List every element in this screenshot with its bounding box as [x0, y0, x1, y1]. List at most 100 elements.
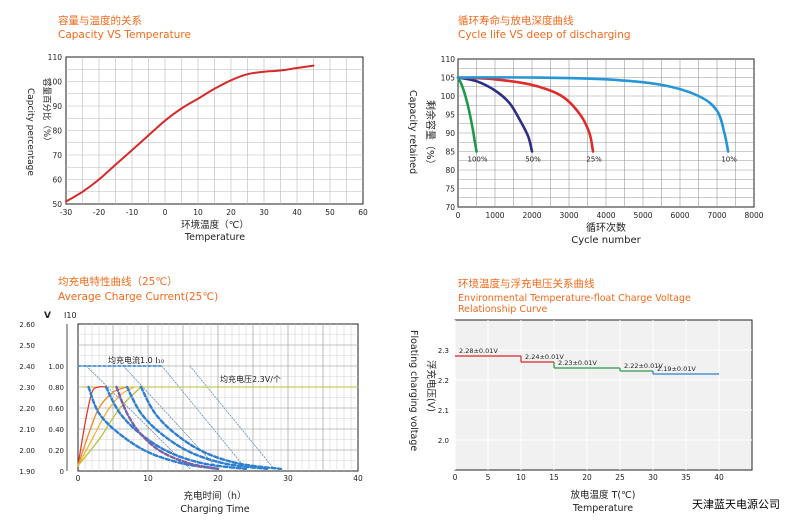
- x-tick-label: 8000: [744, 211, 763, 220]
- envelope-line: [189, 365, 275, 470]
- y-tick-label: 2.3: [438, 347, 449, 355]
- y-tick-label: 90: [52, 102, 62, 111]
- y-axis-label-cn: 剩余容量（%）: [424, 100, 437, 170]
- x-tick-label: 20: [582, 473, 592, 482]
- y-axis-label-cn: 容量百分比（%）: [41, 78, 52, 146]
- x-axis-label-en: Temperature: [572, 503, 633, 514]
- series-label: 10%: [721, 156, 737, 164]
- voltage-tick-label: 2.20: [19, 405, 35, 413]
- chart2-title-en: Cycle life VS deep of discharging: [458, 29, 631, 41]
- y-tick-label: 75: [445, 185, 455, 194]
- y-tick-label: 60: [52, 176, 62, 185]
- current-tick-label: 0.80: [48, 384, 64, 392]
- capacity-curve: [65, 64, 315, 203]
- x-tick-label: 10: [516, 473, 526, 482]
- voltage-axis-label: V: [44, 311, 51, 321]
- x-tick-label: 4000: [596, 211, 615, 220]
- x-tick-label: 5: [486, 473, 491, 482]
- x-tick-label: 6000: [670, 211, 689, 220]
- x-tick-label: 40: [353, 474, 363, 483]
- x-tick-label: 20: [213, 474, 223, 483]
- voltage-tick-label: 2.00: [19, 447, 35, 455]
- chart4-title-cn: 环境温度与浮充电压关系曲线: [458, 278, 595, 290]
- x-tick-label: 40: [714, 473, 724, 482]
- annotation-current: 均充电流1.0 I₁₀: [108, 355, 164, 365]
- x-tick-label: 7000: [707, 211, 726, 220]
- current-tick-label: 1.00: [48, 363, 64, 371]
- chart1-capacity-temperature: -30 -20 -10 0 10 20 30 40 50 60 50 60 70 80 90 100 110 环境…: [25, 53, 368, 243]
- x-tick-label: 10: [143, 474, 153, 483]
- company-name: 天津蓝天电源公司: [692, 498, 780, 511]
- x-tick-label: 0: [456, 211, 461, 220]
- voltage-tick-label: 2.30: [19, 384, 35, 392]
- y-tick-label: 70: [445, 203, 455, 212]
- y-tick-label: 105: [441, 74, 456, 83]
- envelope-line: [86, 365, 191, 470]
- x-tick-label: 25: [615, 473, 625, 482]
- cycle-curve-25pct: [456, 76, 595, 153]
- y-tick-label: 80: [445, 166, 455, 175]
- x-tick-label: 0: [76, 474, 81, 483]
- chart1-title-en: Capacity VS Temperature: [58, 29, 191, 41]
- plot-area: [454, 319, 753, 471]
- cycle-curve-10pct: [456, 76, 730, 153]
- chart3-average-charge: 0 10 20 30 40 2.60 2.50 2.40 2.30 2.20 2.10 2.00 1.9…: [19, 311, 363, 515]
- x-axis-label-cn: 循环次数: [586, 221, 626, 234]
- x-tick-label: 30: [648, 473, 658, 482]
- x-tick-label: 3000: [559, 211, 578, 220]
- current-tick-label: 0.20: [48, 447, 64, 455]
- x-tick-label: 20: [226, 208, 236, 217]
- charge-curve: [77, 385, 107, 467]
- x-axis-label-cn: 放电温度 T(℃): [571, 489, 636, 501]
- y-tick-label: 2.0: [438, 437, 449, 445]
- voltage-label: 2.22±0.01V: [624, 362, 663, 370]
- envelope-line: [161, 365, 247, 470]
- y-axis-label-en: Floating charging voltage: [408, 330, 419, 451]
- chart2-cycle-life: 0 1000 2000 3000 4000 5000 6000 7000 8000 70 75 80 8…: [407, 55, 764, 246]
- y-tick-label: 110: [441, 55, 456, 64]
- voltage-label: 2.19±0.01V: [657, 365, 696, 373]
- x-tick-label: 0: [163, 208, 168, 217]
- y-tick-label: 2.2: [438, 377, 449, 385]
- x-tick-label: -20: [93, 208, 105, 217]
- x-tick-label: 40: [292, 208, 302, 217]
- current-tick-label: 0: [60, 468, 64, 476]
- charge-curve: [87, 385, 220, 471]
- y-tick-label: 85: [445, 148, 455, 157]
- current-tick-label: 0.40: [48, 426, 64, 434]
- y-axis-label-en: Capcity percentage: [25, 88, 35, 176]
- x-tick-label: 30: [259, 208, 269, 217]
- x-tick-label: 30: [283, 474, 293, 483]
- series-label: 100%: [467, 156, 487, 164]
- chart1-title-cn: 容量与温度的关系: [58, 15, 142, 27]
- y-tick-label: 100: [441, 92, 456, 101]
- cycle-curve-50pct: [456, 76, 534, 153]
- x-axis-label-en: Cycle number: [571, 235, 641, 246]
- y-tick-label: 110: [48, 53, 63, 62]
- y-axis-label-cn: 浮充电压(V): [425, 360, 437, 412]
- y-tick-label: 2.1: [438, 407, 449, 415]
- annotation-voltage: 均充电压2.3V/个: [220, 374, 281, 384]
- chart3-title-en: Average Charge Current(25℃): [58, 291, 219, 303]
- charge-curve: [77, 386, 135, 467]
- voltage-tick-label: 2.10: [19, 426, 35, 434]
- voltage-tick-label: 2.50: [19, 342, 35, 350]
- voltage-label: 2.24±0.01V: [525, 353, 564, 361]
- current-tick-label: 0.60: [48, 405, 64, 413]
- charge-curve: [125, 385, 269, 471]
- x-tick-label: 0: [453, 473, 458, 482]
- series-label: 50%: [525, 156, 541, 164]
- chart4-float-voltage: 0 5 10 15 20 25 30 35 40 2.0 2.1 2.2 2.3 2.28±0.01V 2.…: [408, 319, 753, 514]
- y-tick-label: 100: [48, 78, 63, 87]
- voltage-label: 2.23±0.01V: [558, 359, 597, 367]
- chart4-title-en: Environmental Temperature-float Charge V…: [458, 293, 691, 315]
- x-tick-label: 35: [681, 473, 691, 482]
- charge-curve: [139, 385, 283, 471]
- y-tick-label: 50: [52, 200, 62, 209]
- x-tick-label: 2000: [522, 211, 541, 220]
- voltage-tick-label: 2.60: [19, 321, 35, 329]
- charge-curve: [115, 385, 220, 471]
- x-axis-label-en: Charging Time: [180, 504, 249, 515]
- x-tick-label: 15: [549, 473, 559, 482]
- envelope-line: [123, 365, 219, 470]
